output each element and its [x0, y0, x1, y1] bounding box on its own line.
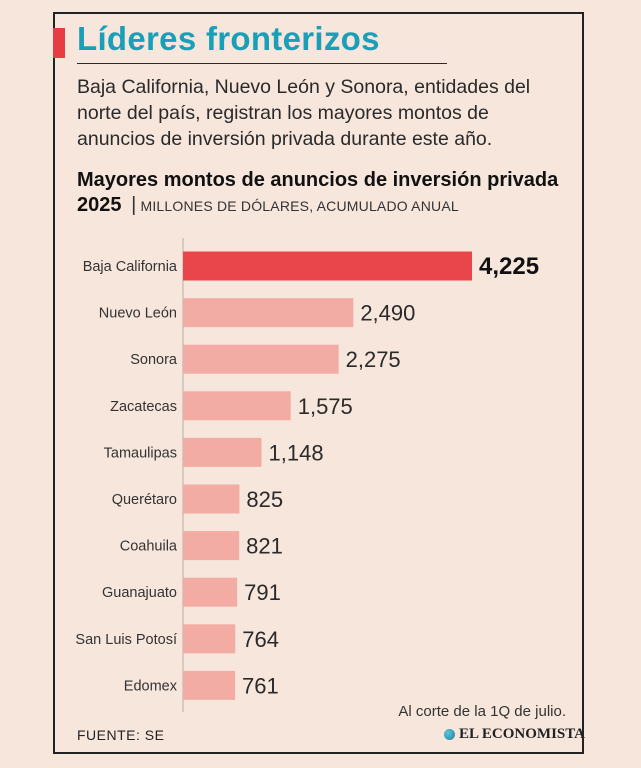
publisher-logo: EL ECONOMISTA	[444, 726, 585, 743]
chart-unit-label: MILLONES DE DÓLARES, ACUMULADO ANUAL	[140, 198, 459, 214]
frame-right-border	[582, 12, 584, 754]
headline-rule	[77, 63, 447, 64]
title-separator: |	[131, 194, 137, 216]
cutoff-note: Al corte de la 1Q de julio.	[398, 703, 566, 720]
source-label: FUENTE: SE	[77, 727, 165, 743]
infographic-frame	[53, 12, 584, 754]
frame-left-border	[53, 12, 55, 754]
chart-title: Mayores montos de anuncios de inversión …	[77, 169, 559, 216]
chart-subtitle: | MILLONES DE DÓLARES, ACUMULADO ANUAL	[127, 194, 459, 216]
title-accent-bar	[53, 28, 65, 58]
lede-paragraph: Baja California, Nuevo León y Sonora, en…	[77, 76, 531, 150]
chart-title-block: Mayores montos de anuncios de inversión …	[77, 168, 577, 219]
logo-text: EL ECONOMISTA	[459, 726, 585, 742]
globe-icon	[444, 729, 455, 740]
headline: Líderes fronterizos	[77, 20, 380, 57]
